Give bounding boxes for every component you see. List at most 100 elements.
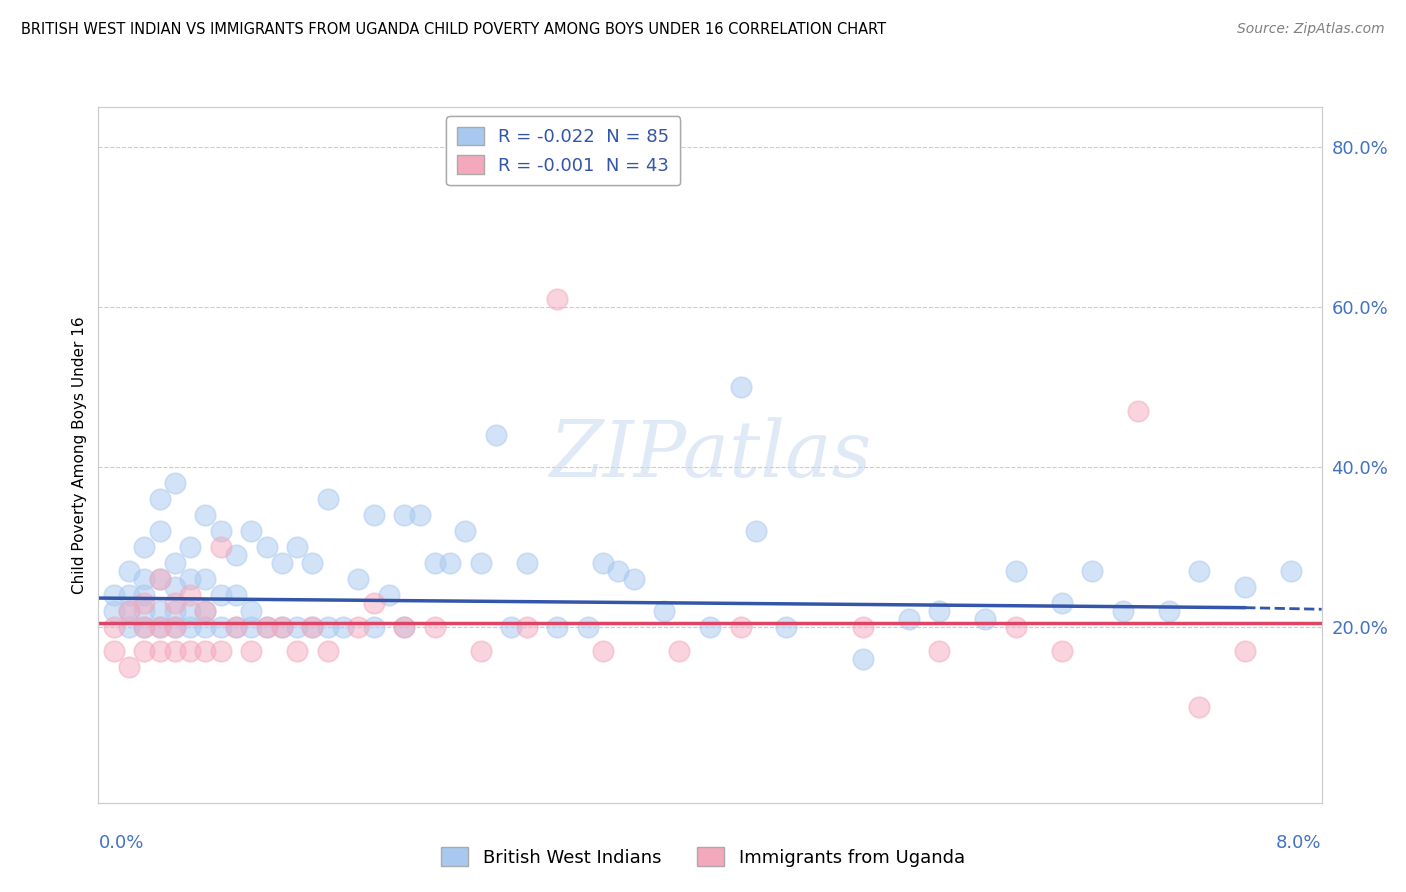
Point [149, 620, 172, 634]
Point [485, 428, 508, 442]
Point [607, 564, 630, 578]
Point [1004, 620, 1026, 634]
Point [149, 491, 172, 506]
Point [163, 604, 186, 618]
Point [316, 491, 339, 506]
Point [134, 620, 156, 634]
Point [149, 644, 172, 658]
Point [546, 292, 568, 306]
Point [699, 620, 721, 634]
Point [240, 620, 263, 634]
Point [209, 644, 232, 658]
Point [745, 524, 768, 538]
Point [179, 540, 201, 554]
Point [408, 508, 430, 522]
Point [118, 620, 141, 634]
Point [163, 556, 186, 570]
Point [1081, 564, 1104, 578]
Point [363, 596, 385, 610]
Point [852, 620, 875, 634]
Point [1279, 564, 1302, 578]
Point [347, 620, 370, 634]
Point [118, 604, 141, 618]
Point [270, 620, 294, 634]
Point [209, 524, 232, 538]
Point [852, 652, 875, 666]
Point [285, 620, 308, 634]
Point [270, 620, 294, 634]
Point [149, 572, 172, 586]
Point [1234, 644, 1257, 658]
Point [974, 612, 997, 626]
Text: Source: ZipAtlas.com: Source: ZipAtlas.com [1237, 22, 1385, 37]
Point [256, 620, 278, 634]
Point [134, 572, 156, 586]
Y-axis label: Child Poverty Among Boys Under 16: Child Poverty Among Boys Under 16 [72, 316, 87, 594]
Point [546, 620, 568, 634]
Point [225, 588, 247, 602]
Point [118, 660, 141, 674]
Point [149, 524, 172, 538]
Point [103, 644, 125, 658]
Point [103, 604, 125, 618]
Legend: R = -0.022  N = 85, R = -0.001  N = 43: R = -0.022 N = 85, R = -0.001 N = 43 [446, 116, 681, 186]
Point [301, 620, 323, 634]
Point [134, 588, 156, 602]
Point [1157, 604, 1180, 618]
Point [576, 620, 599, 634]
Point [516, 556, 538, 570]
Point [179, 604, 201, 618]
Point [134, 644, 156, 658]
Point [194, 620, 217, 634]
Point [240, 524, 263, 538]
Point [316, 620, 339, 634]
Point [1004, 564, 1026, 578]
Point [103, 620, 125, 634]
Point [163, 596, 186, 610]
Legend: British West Indians, Immigrants from Uganda: British West Indians, Immigrants from Ug… [434, 840, 972, 874]
Point [1112, 604, 1135, 618]
Point [118, 564, 141, 578]
Point [439, 556, 461, 570]
Point [163, 475, 186, 490]
Point [347, 572, 370, 586]
Point [149, 572, 172, 586]
Point [928, 644, 950, 658]
Point [470, 556, 492, 570]
Point [225, 620, 247, 634]
Point [392, 508, 416, 522]
Point [240, 644, 263, 658]
Point [363, 620, 385, 634]
Point [240, 604, 263, 618]
Point [209, 588, 232, 602]
Point [470, 644, 492, 658]
Point [775, 620, 797, 634]
Point [392, 620, 416, 634]
Point [1050, 644, 1073, 658]
Text: BRITISH WEST INDIAN VS IMMIGRANTS FROM UGANDA CHILD POVERTY AMONG BOYS UNDER 16 : BRITISH WEST INDIAN VS IMMIGRANTS FROM U… [21, 22, 886, 37]
Point [1188, 564, 1211, 578]
Point [179, 588, 201, 602]
Point [209, 620, 232, 634]
Point [501, 620, 523, 634]
Point [392, 620, 416, 634]
Point [897, 612, 920, 626]
Point [730, 620, 752, 634]
Point [730, 380, 752, 394]
Point [179, 644, 201, 658]
Point [1188, 699, 1211, 714]
Point [928, 604, 950, 618]
Point [194, 604, 217, 618]
Point [301, 556, 323, 570]
Point [1234, 580, 1257, 594]
Point [256, 620, 278, 634]
Point [134, 596, 156, 610]
Point [134, 540, 156, 554]
Point [179, 620, 201, 634]
Text: 8.0%: 8.0% [1277, 834, 1322, 852]
Point [134, 620, 156, 634]
Point [592, 556, 614, 570]
Point [316, 644, 339, 658]
Point [623, 572, 645, 586]
Point [163, 620, 186, 634]
